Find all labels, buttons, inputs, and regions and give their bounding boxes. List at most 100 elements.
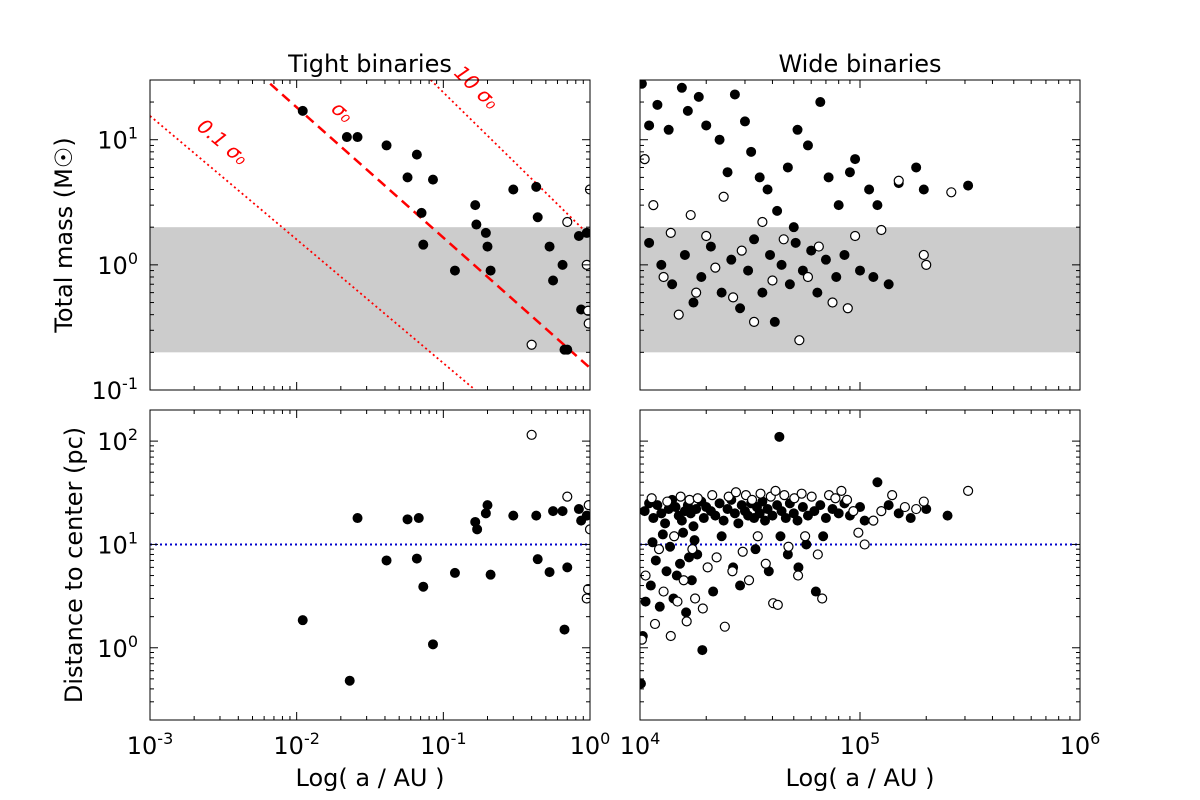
point-filled <box>760 515 771 526</box>
point-filled <box>508 510 519 521</box>
point-filled <box>735 580 746 591</box>
point-filled <box>418 239 429 250</box>
point-open <box>893 175 904 186</box>
point-filled <box>531 510 542 521</box>
point-open <box>868 515 879 526</box>
point-open <box>779 490 790 501</box>
point-filled <box>893 508 904 519</box>
point-open <box>783 541 794 552</box>
point-filled <box>381 140 392 151</box>
point-open <box>562 216 573 228</box>
point-filled <box>833 200 844 211</box>
point-open <box>669 531 680 542</box>
panel-tight-mass: Tight binaries 0.1 σ₀ σ₀ 10 σ₀ 101 100 10-1 <box>92 50 591 405</box>
point-filled <box>688 297 699 308</box>
point-filled <box>844 167 855 178</box>
point-open <box>848 506 859 517</box>
point-filled <box>872 477 883 488</box>
point-filled <box>675 558 686 569</box>
point-open <box>675 491 686 502</box>
point-filled <box>714 134 725 145</box>
point-filled <box>754 508 765 519</box>
point-filled <box>660 518 671 529</box>
point-open <box>653 544 665 555</box>
point-open <box>582 583 590 595</box>
point-open <box>921 259 932 270</box>
point-filled <box>402 172 413 183</box>
point-filled <box>750 544 761 555</box>
point-open <box>830 493 841 504</box>
point-filled <box>746 146 757 157</box>
point-filled <box>749 234 760 245</box>
point-open <box>526 339 537 350</box>
point-open <box>583 318 590 329</box>
panel-tight-distance: 102 101 100 10-3 10-2 10-1 100 <box>97 409 610 760</box>
point-open <box>658 271 669 283</box>
point-open <box>794 335 805 346</box>
point-filled <box>705 241 716 252</box>
point-filled <box>648 513 659 524</box>
y-tick-label: 101 <box>97 124 138 155</box>
point-filled <box>657 529 668 540</box>
point-open <box>736 245 747 256</box>
point-open <box>718 191 729 202</box>
point-filled <box>471 219 482 230</box>
point-filled <box>485 265 496 276</box>
point-open <box>701 230 712 242</box>
point-open <box>687 544 698 555</box>
point-open <box>853 527 864 538</box>
point-open <box>665 630 676 642</box>
x-tick-label: 10-3 <box>127 729 174 760</box>
point-filled <box>681 607 692 618</box>
point-open <box>665 227 676 239</box>
point-filled <box>782 162 793 173</box>
point-filled <box>859 515 870 526</box>
point-open <box>748 316 760 328</box>
point-filled <box>427 639 438 650</box>
point-filled <box>482 500 493 511</box>
point-open <box>723 491 734 502</box>
point-filled <box>573 504 584 515</box>
point-filled <box>470 200 481 211</box>
y-tick-label: 100 <box>97 249 138 280</box>
point-filled <box>671 570 682 581</box>
point-filled <box>654 601 665 612</box>
point-filled <box>792 124 803 135</box>
point-filled <box>774 431 785 442</box>
y-axis-label-mass: Total mass (M☉) <box>50 137 78 333</box>
y-tick-label: 10-1 <box>92 374 139 405</box>
point-open <box>526 429 537 440</box>
point-filled <box>679 249 690 260</box>
point-filled <box>801 539 812 550</box>
point-filled <box>812 287 823 298</box>
point-open <box>711 552 722 563</box>
x-tick-label: 10-2 <box>273 729 320 760</box>
sigma-line-2 <box>430 80 590 237</box>
plot-area <box>150 80 590 390</box>
point-filled <box>868 271 879 282</box>
point-filled <box>562 562 573 573</box>
point-filled <box>449 265 460 276</box>
point-filled <box>780 513 791 524</box>
point-filled <box>341 132 352 143</box>
point-filled <box>670 502 681 513</box>
point-open <box>946 187 957 198</box>
point-filled <box>544 241 555 252</box>
point-filled <box>802 140 813 151</box>
point-filled <box>762 504 773 515</box>
point-filled <box>688 521 699 532</box>
x-axis-label-left: Log( a / AU ) <box>296 764 445 792</box>
point-open <box>752 531 763 542</box>
point-filled <box>769 316 780 327</box>
point-filled <box>797 502 808 513</box>
point-filled <box>697 645 708 656</box>
point-open <box>849 230 861 242</box>
point-open <box>899 501 911 513</box>
point-filled <box>831 271 842 282</box>
ticks <box>149 79 591 391</box>
point-open <box>648 200 659 211</box>
point-filled <box>652 99 663 110</box>
point-filled <box>963 180 974 191</box>
point-open <box>859 539 870 550</box>
